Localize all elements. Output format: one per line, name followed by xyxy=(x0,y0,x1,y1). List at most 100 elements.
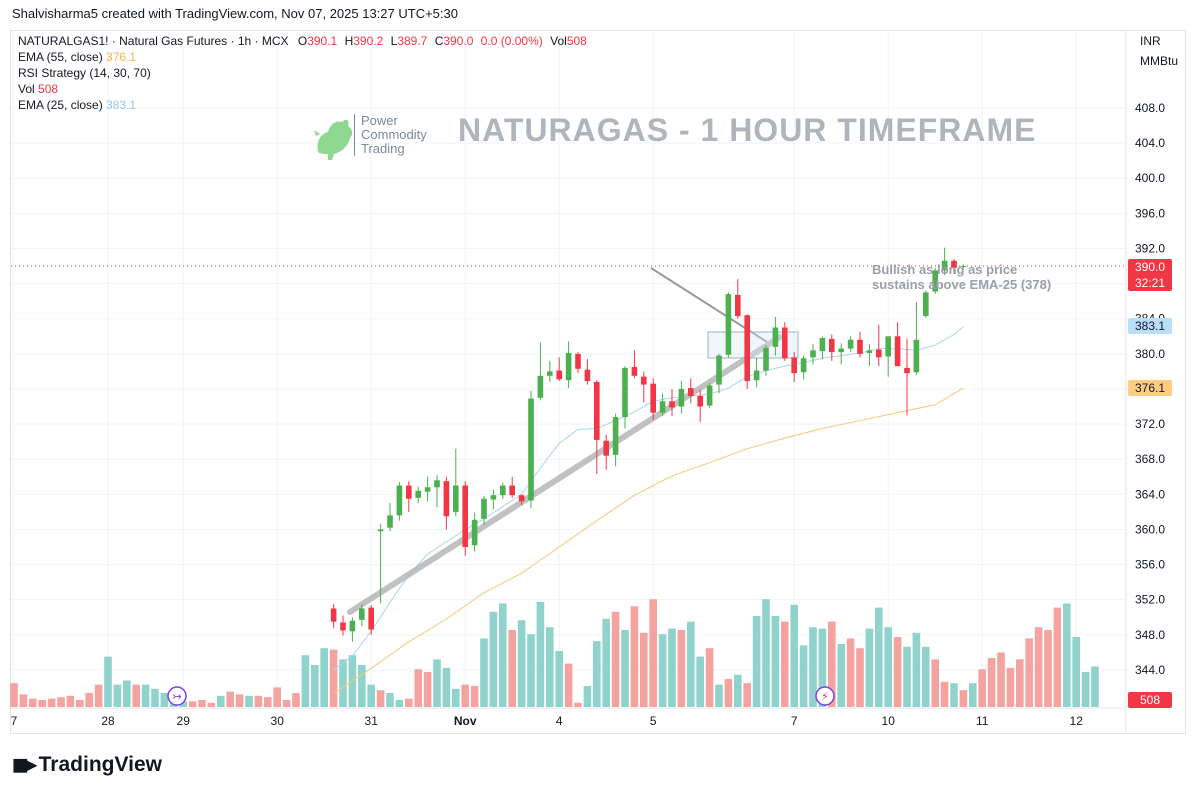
volume-bar xyxy=(66,695,75,707)
volume-bar xyxy=(10,683,18,707)
unit-label[interactable]: MMBtu xyxy=(1140,54,1179,68)
vol-legend[interactable]: Vol 508 xyxy=(18,81,587,97)
candle-body xyxy=(565,352,572,381)
candle-body xyxy=(424,487,431,492)
power-commodity-trading-logo xyxy=(312,112,442,164)
ema55-line xyxy=(333,387,964,695)
rsi-legend[interactable]: RSI Strategy (14, 30, 70) xyxy=(18,65,587,81)
x-tick-label: 4 xyxy=(556,714,563,728)
candle-body xyxy=(941,260,948,271)
bull-icon xyxy=(314,119,353,160)
volume-bar xyxy=(621,630,629,707)
event-marker-icon xyxy=(167,686,187,706)
lightning-icon: ⚡ xyxy=(821,690,829,703)
volume-bar xyxy=(38,700,46,707)
candle-body xyxy=(547,371,553,376)
volume-bar xyxy=(987,658,996,707)
candle-body xyxy=(678,388,685,407)
volume-bar xyxy=(433,659,441,707)
ema55-price-tag: 376.1 xyxy=(1128,380,1172,396)
volume-bar xyxy=(329,649,338,707)
volume-bar xyxy=(423,672,432,707)
x-tick-label: 7 xyxy=(791,714,798,728)
y-tick-label: 348.0 xyxy=(1135,628,1165,642)
symbol-row[interactable]: NATURALGAS1! · Natural Gas Futures · 1h … xyxy=(18,33,587,49)
volume-bar xyxy=(715,684,723,707)
volume-bar xyxy=(1063,603,1071,707)
y-tick-label: 356.0 xyxy=(1135,558,1165,572)
high-label: H xyxy=(344,34,354,48)
volume-bar xyxy=(151,688,159,707)
volume-bar xyxy=(311,665,319,707)
volume-bar xyxy=(226,691,234,707)
volume-bar xyxy=(649,599,657,707)
symbol-name[interactable]: NATURALGAS1! · Natural Gas Futures · 1h … xyxy=(18,34,289,48)
candle-body xyxy=(500,485,506,496)
volume-bar xyxy=(1016,659,1024,707)
volume-bar xyxy=(743,683,751,707)
candle-body xyxy=(782,327,788,359)
volume-bar xyxy=(273,687,281,707)
volume-bar xyxy=(104,656,112,707)
ema55-legend[interactable]: EMA (55, close) 376.1 xyxy=(18,49,587,65)
volume-bar xyxy=(781,621,789,707)
volume-bar xyxy=(893,637,902,707)
volume-bar xyxy=(752,616,761,707)
candle-body xyxy=(349,620,356,632)
currency-label[interactable]: INR xyxy=(1140,34,1161,48)
volume-bar xyxy=(1044,630,1052,707)
candle-body xyxy=(594,381,600,440)
candle-body xyxy=(772,327,779,347)
volume-bar xyxy=(1034,627,1043,707)
volume-bar xyxy=(292,693,300,707)
candle-body xyxy=(612,417,619,455)
x-tick-label: 31 xyxy=(365,714,379,728)
y-tick-label: 352.0 xyxy=(1135,593,1165,607)
logo-line-2: Commodity xyxy=(361,127,427,142)
volume-bar xyxy=(517,620,526,707)
volume-bar xyxy=(696,656,704,707)
candle-body xyxy=(396,485,403,516)
tradingview-brand[interactable]: ◼▸ TradingView xyxy=(12,752,162,777)
y-tick-label: 400.0 xyxy=(1135,171,1165,185)
candle-body xyxy=(453,485,459,512)
candle-body xyxy=(556,370,562,380)
volume-bar xyxy=(198,700,206,707)
vol2-label: Vol xyxy=(18,82,35,96)
vol-label: Vol xyxy=(550,34,567,48)
candle-body xyxy=(490,495,497,500)
dividend-marker-icon xyxy=(815,686,835,706)
x-tick-label: 10 xyxy=(882,714,896,728)
volume-bar xyxy=(442,667,451,707)
volume-bar xyxy=(452,688,460,707)
candle-body xyxy=(622,367,628,418)
candle-body xyxy=(791,357,797,374)
volume-bar xyxy=(508,630,516,707)
volume-bar xyxy=(846,638,855,707)
volume-bar xyxy=(1091,666,1099,707)
ema25-legend[interactable]: EMA (25, close) 383.1 xyxy=(18,97,587,113)
candle-body xyxy=(744,315,750,382)
volume-bar xyxy=(499,603,507,707)
volume-bar xyxy=(809,627,817,707)
y-tick-label: 404.0 xyxy=(1135,136,1165,150)
volume-bar xyxy=(940,681,949,707)
volume-bar xyxy=(931,659,939,707)
candle-body xyxy=(359,608,365,620)
ema25-label: EMA (25, close) xyxy=(18,98,103,112)
y-tick-label: 392.0 xyxy=(1135,241,1165,255)
volume-bar xyxy=(29,698,37,707)
chart-annotation[interactable]: Bullish as long as price sustains above … xyxy=(872,262,1051,292)
volume-bar xyxy=(188,701,197,707)
open-label: O xyxy=(297,34,308,48)
candle-body xyxy=(857,339,863,354)
candle-body xyxy=(913,339,920,373)
volume-bar xyxy=(912,632,921,707)
y-tick-label: 372.0 xyxy=(1135,417,1165,431)
volume-bar xyxy=(593,641,601,707)
x-tick-label: 12 xyxy=(1070,714,1084,728)
volume-bar xyxy=(301,655,310,707)
x-tick-label: Nov xyxy=(454,714,477,728)
volume-bar xyxy=(969,683,977,707)
